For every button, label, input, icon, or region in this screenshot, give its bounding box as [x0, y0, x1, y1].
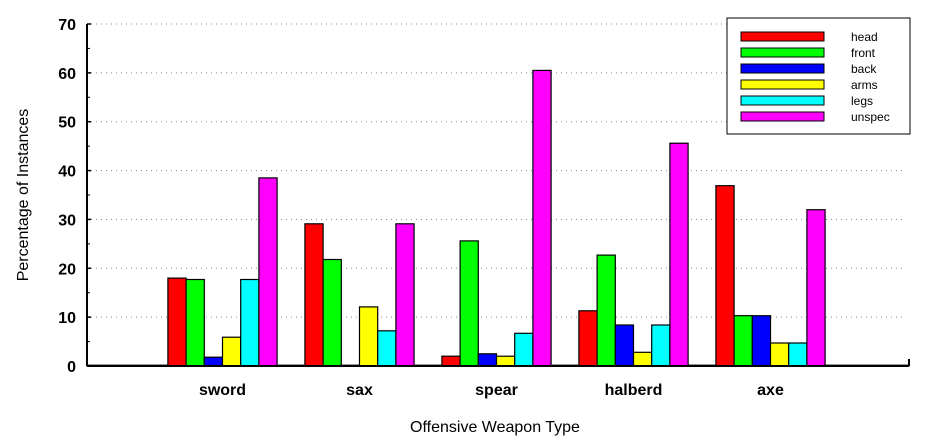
legend-label-head: head	[851, 30, 878, 44]
bar-spear-unspec	[532, 69, 552, 367]
bar-sword-head	[167, 277, 187, 367]
bar-axe-unspec	[806, 209, 826, 367]
x-category-labels: sword sax spear halberd axe	[199, 382, 784, 399]
bar-sax-legs	[377, 330, 397, 367]
bar-sax-head	[304, 223, 324, 367]
bar-axe-back	[751, 315, 772, 367]
bar-spear-legs	[514, 332, 534, 367]
x-category-label: sword	[199, 382, 246, 399]
legend-swatch-arms	[740, 79, 825, 90]
gridlines	[91, 23, 905, 318]
bar-sword-front	[185, 278, 205, 367]
bar-sword-legs	[240, 278, 260, 367]
y-tick-label: 10	[58, 310, 76, 327]
bar-sword-back	[203, 356, 224, 367]
bar-halberd-back	[614, 324, 635, 367]
y-axis-title: Percentage of Instances	[15, 109, 32, 282]
legend-label-arms: arms	[851, 78, 878, 92]
bar-axe-legs	[788, 342, 808, 367]
bars	[86, 69, 910, 367]
bar-halberd-head	[578, 310, 598, 367]
legend-swatch-back	[740, 63, 825, 74]
bar-sword-unspec	[258, 177, 278, 367]
bar-axe-arms	[769, 342, 790, 367]
x-axis-title: Offensive Weapon Type	[410, 419, 580, 436]
bar-sax-unspec	[395, 223, 415, 367]
legend-swatch-unspec	[740, 111, 825, 122]
y-tick-label: 50	[58, 115, 76, 132]
x-category-label: sax	[346, 382, 373, 399]
bar-sax-arms	[358, 306, 379, 367]
y-tick-label: 0	[67, 359, 76, 376]
bar-halberd-front	[596, 254, 616, 367]
bar-spear-head	[441, 355, 461, 367]
y-tick-label: 70	[58, 17, 76, 34]
y-tick-labels: 0 10 20 30 40 50 60 70	[58, 17, 76, 376]
axes	[86, 23, 910, 367]
bar-axe-front	[733, 315, 753, 367]
legend-label-unspec: unspec	[851, 110, 890, 124]
bar-sword-arms	[221, 336, 242, 367]
y-tick-label: 60	[58, 66, 76, 83]
x-category-label: axe	[757, 382, 784, 399]
legend-swatch-legs	[740, 95, 825, 106]
bar-spear-arms	[495, 355, 516, 367]
y-tick-label: 20	[58, 261, 76, 278]
y-tick-label: 30	[58, 212, 76, 229]
x-category-label: spear	[475, 382, 518, 399]
legend-swatch-head	[740, 31, 825, 42]
y-tick-label: 40	[58, 164, 76, 181]
legend-label-back: back	[851, 62, 877, 76]
legend: head front back arms legs unspec	[726, 17, 911, 135]
bar-halberd-arms	[632, 351, 653, 367]
bar-axe-head	[715, 185, 735, 367]
bar-halberd-legs	[651, 324, 671, 367]
legend-swatch-front	[740, 47, 825, 58]
x-category-label: halberd	[605, 382, 663, 399]
bar-spear-front	[459, 240, 479, 367]
legend-label-front: front	[851, 46, 876, 60]
bar-halberd-unspec	[669, 142, 689, 367]
legend-label-legs: legs	[851, 94, 873, 108]
bar-sax-front	[322, 258, 342, 367]
bar-spear-back	[477, 353, 498, 367]
